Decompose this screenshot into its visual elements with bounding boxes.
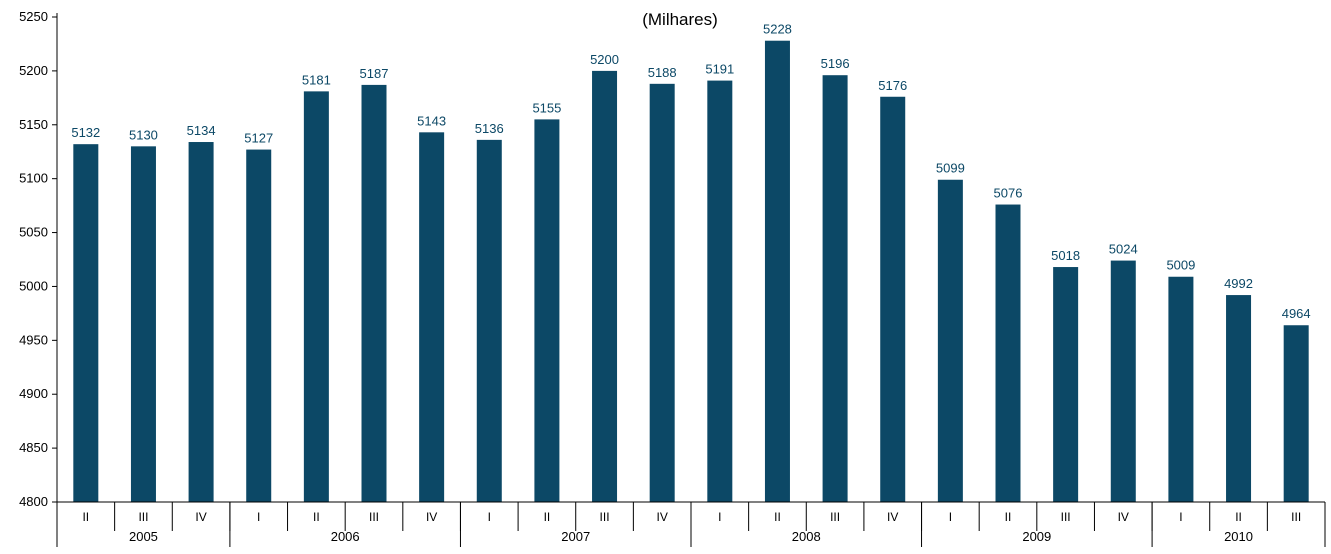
data-label: 5155	[532, 100, 561, 115]
bar	[477, 140, 502, 502]
bar	[189, 142, 214, 502]
year-label: 2009	[1022, 529, 1051, 544]
year-label: 2008	[792, 529, 821, 544]
data-label: 5191	[705, 62, 734, 77]
quarter-label: I	[488, 510, 491, 524]
bar	[246, 150, 271, 502]
bars-group	[73, 41, 1308, 502]
data-label: 5200	[590, 52, 619, 67]
y-tick-label: 5000	[19, 278, 48, 293]
bar	[131, 146, 156, 502]
bar	[1284, 325, 1309, 502]
bar	[1226, 295, 1251, 502]
data-label: 5127	[244, 131, 273, 146]
quarter-label: III	[1291, 510, 1301, 524]
quarter-label: III	[369, 510, 379, 524]
quarter-label: III	[1061, 510, 1071, 524]
data-label: 4992	[1224, 276, 1253, 291]
data-label: 5099	[936, 161, 965, 176]
bar	[1168, 277, 1193, 502]
bar	[823, 75, 848, 502]
quarter-label: II	[82, 510, 89, 524]
quarter-label: III	[830, 510, 840, 524]
bar	[707, 81, 732, 502]
data-label: 5018	[1051, 248, 1080, 263]
bar	[1111, 261, 1136, 502]
y-axis: 4800 4850 4900 4950 5000 5050 5100 5150 5200 5250	[19, 9, 57, 547]
quarter-label: II	[544, 510, 551, 524]
bar	[880, 97, 905, 502]
quarter-label: IV	[1118, 510, 1129, 524]
x-axis: II III IV I II III IV I II III IV I II III IV I II III IV I…	[57, 502, 1325, 547]
data-label: 5187	[360, 66, 389, 81]
bar	[938, 180, 963, 502]
quarter-label: I	[257, 510, 260, 524]
quarter-label: II	[313, 510, 320, 524]
data-label: 5076	[994, 186, 1023, 201]
year-label: 2005	[129, 529, 158, 544]
bar	[419, 132, 444, 502]
data-label: 5196	[821, 56, 850, 71]
year-label: 2007	[561, 529, 590, 544]
data-label: 5136	[475, 121, 504, 136]
y-tick-label: 5100	[19, 171, 48, 186]
chart-title: (Milhares)	[642, 10, 718, 29]
quarter-label: IV	[657, 510, 668, 524]
data-label: 5228	[763, 22, 792, 37]
y-tick-label: 4850	[19, 440, 48, 455]
bar	[534, 119, 559, 502]
data-label: 5181	[302, 72, 331, 87]
data-label: 5009	[1166, 258, 1195, 273]
bar	[592, 71, 617, 502]
quarter-label: IV	[426, 510, 437, 524]
quarter-label: II	[1005, 510, 1012, 524]
bar	[362, 85, 387, 502]
year-label: 2006	[331, 529, 360, 544]
data-label: 5134	[187, 123, 216, 138]
quarter-label: I	[718, 510, 721, 524]
quarter-label: II	[1235, 510, 1242, 524]
y-tick-label: 5150	[19, 117, 48, 132]
y-tick-label: 5050	[19, 225, 48, 240]
data-label: 5188	[648, 65, 677, 80]
bar	[73, 144, 98, 502]
quarter-label: III	[138, 510, 148, 524]
bar	[304, 91, 329, 502]
quarter-label: III	[600, 510, 610, 524]
data-label: 4964	[1282, 306, 1311, 321]
year-label: 2010	[1224, 529, 1253, 544]
y-tick-label: 4950	[19, 332, 48, 347]
bar	[650, 84, 675, 502]
y-tick-label: 5250	[19, 9, 48, 24]
data-label: 5024	[1109, 242, 1138, 257]
data-label: 5143	[417, 113, 446, 128]
quarter-label: I	[1179, 510, 1182, 524]
y-tick-label: 4900	[19, 386, 48, 401]
data-label: 5130	[129, 127, 158, 142]
data-label: 5132	[71, 125, 100, 140]
y-tick-label: 4800	[19, 494, 48, 509]
quarter-label: IV	[887, 510, 898, 524]
data-label: 5176	[878, 78, 907, 93]
bar	[765, 41, 790, 502]
y-tick-label: 5200	[19, 63, 48, 78]
bar	[1053, 267, 1078, 502]
quarter-label: IV	[195, 510, 206, 524]
quarter-label: I	[949, 510, 952, 524]
bar	[996, 205, 1021, 502]
quarter-label: II	[774, 510, 781, 524]
